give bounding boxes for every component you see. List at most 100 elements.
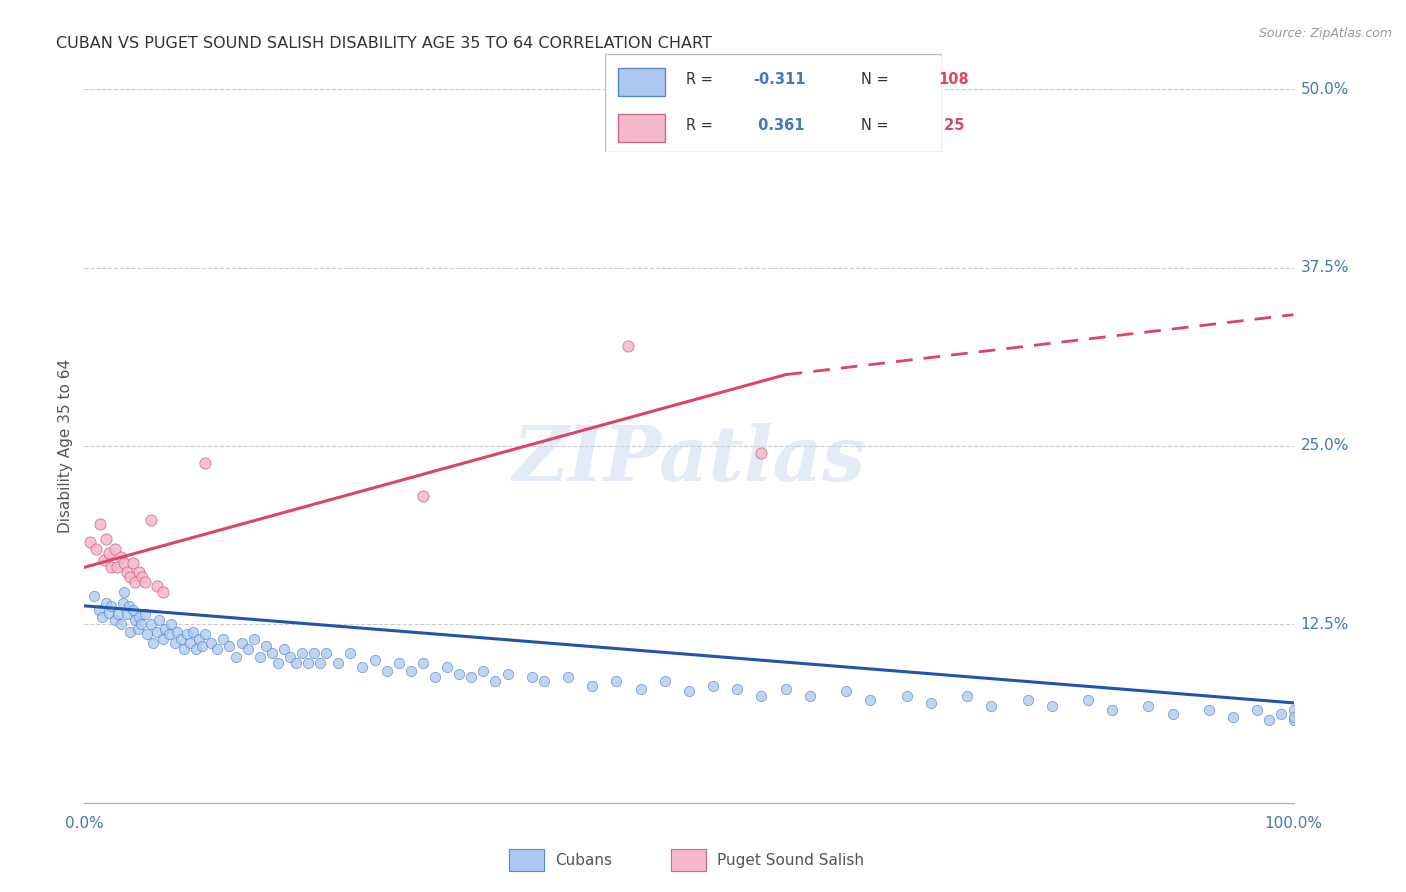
Point xyxy=(100,560,122,574)
Point xyxy=(1282,710,1305,724)
Point xyxy=(212,632,235,646)
Point xyxy=(146,579,169,593)
Point xyxy=(94,532,117,546)
Point xyxy=(896,689,918,703)
Point xyxy=(120,624,142,639)
Text: 108: 108 xyxy=(939,71,969,87)
Point xyxy=(388,656,411,670)
Point xyxy=(129,617,152,632)
Text: -0.311: -0.311 xyxy=(754,71,806,87)
Point xyxy=(309,656,332,670)
Point xyxy=(181,624,204,639)
Point xyxy=(297,656,319,670)
Point xyxy=(751,689,773,703)
Text: ZIPatlas: ZIPatlas xyxy=(512,424,866,497)
Text: R =: R = xyxy=(686,118,717,133)
Point xyxy=(399,665,422,679)
Point xyxy=(581,679,603,693)
Point xyxy=(799,689,821,703)
Point xyxy=(136,627,159,641)
Point xyxy=(1282,713,1305,727)
Point xyxy=(412,489,434,503)
Point xyxy=(1040,698,1063,713)
Point xyxy=(79,534,101,549)
Point xyxy=(128,610,150,624)
Point xyxy=(751,446,773,460)
Point xyxy=(1161,707,1184,722)
Point xyxy=(112,556,135,570)
Point xyxy=(1258,713,1281,727)
Point xyxy=(121,603,143,617)
Text: 25.0%: 25.0% xyxy=(1301,439,1348,453)
Point xyxy=(94,596,117,610)
Point xyxy=(89,517,111,532)
Point xyxy=(260,646,283,660)
Point xyxy=(91,610,114,624)
Point xyxy=(97,546,120,560)
Point xyxy=(128,565,150,579)
Point xyxy=(859,693,882,707)
Text: 12.5%: 12.5% xyxy=(1301,617,1348,632)
Point xyxy=(207,641,229,656)
Text: 100.0%: 100.0% xyxy=(1264,816,1323,831)
Text: 0.361: 0.361 xyxy=(754,118,804,133)
Point xyxy=(110,617,132,632)
Point xyxy=(339,646,361,660)
Point xyxy=(956,689,979,703)
Point xyxy=(423,670,446,684)
Point xyxy=(93,553,115,567)
Point xyxy=(173,641,195,656)
Point xyxy=(775,681,797,696)
Point xyxy=(166,624,188,639)
Point xyxy=(139,513,162,527)
Text: Cubans: Cubans xyxy=(555,854,613,868)
Text: CUBAN VS PUGET SOUND SALISH DISABILITY AGE 35 TO 64 CORRELATION CHART: CUBAN VS PUGET SOUND SALISH DISABILITY A… xyxy=(56,36,711,51)
Text: R =: R = xyxy=(686,71,717,87)
Point xyxy=(115,565,138,579)
Point xyxy=(176,627,198,641)
Point xyxy=(148,613,170,627)
Text: Puget Sound Salish: Puget Sound Salish xyxy=(717,854,865,868)
Point xyxy=(533,674,555,689)
Point xyxy=(1198,703,1220,717)
Point xyxy=(87,603,110,617)
Point xyxy=(100,599,122,613)
FancyBboxPatch shape xyxy=(619,69,665,95)
Point xyxy=(112,596,135,610)
Point xyxy=(1222,710,1244,724)
Point xyxy=(605,674,627,689)
Point xyxy=(363,653,385,667)
Point xyxy=(142,636,165,650)
Point xyxy=(1101,703,1123,717)
Point xyxy=(115,607,138,622)
Point xyxy=(170,632,193,646)
Point xyxy=(188,632,211,646)
Point xyxy=(630,681,652,696)
Point xyxy=(112,584,135,599)
Point xyxy=(152,584,174,599)
Point xyxy=(267,656,290,670)
Point xyxy=(184,641,207,656)
Point xyxy=(449,667,471,681)
Point xyxy=(104,613,127,627)
Point xyxy=(1077,693,1099,707)
Point xyxy=(678,684,700,698)
Point xyxy=(163,636,186,650)
Text: 25: 25 xyxy=(939,118,965,133)
Point xyxy=(484,674,506,689)
Point xyxy=(104,541,127,556)
Point xyxy=(725,681,748,696)
Point xyxy=(146,624,169,639)
Point xyxy=(134,574,156,589)
Point xyxy=(200,636,222,650)
Point xyxy=(236,641,259,656)
Point xyxy=(496,667,519,681)
FancyBboxPatch shape xyxy=(605,54,942,152)
Point xyxy=(920,696,942,710)
Point xyxy=(194,456,217,470)
Point xyxy=(835,684,858,698)
Point xyxy=(107,607,129,622)
Point xyxy=(284,656,308,670)
Text: Source: ZipAtlas.com: Source: ZipAtlas.com xyxy=(1258,27,1392,40)
Point xyxy=(121,556,143,570)
